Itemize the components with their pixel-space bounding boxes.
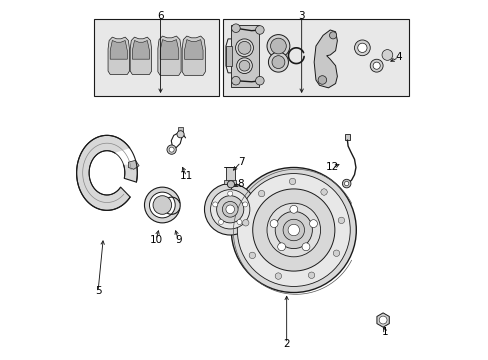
Text: 10: 10: [149, 235, 162, 245]
Circle shape: [269, 220, 278, 228]
Circle shape: [277, 243, 285, 251]
Circle shape: [153, 196, 171, 214]
FancyBboxPatch shape: [223, 19, 408, 96]
Circle shape: [317, 76, 326, 84]
Polygon shape: [132, 41, 149, 59]
Polygon shape: [116, 148, 141, 164]
Circle shape: [149, 192, 175, 218]
Circle shape: [308, 272, 314, 278]
Polygon shape: [376, 313, 388, 327]
Circle shape: [302, 243, 309, 251]
Circle shape: [235, 39, 253, 57]
Polygon shape: [184, 40, 203, 59]
Circle shape: [255, 26, 264, 34]
Circle shape: [166, 145, 176, 154]
Polygon shape: [128, 160, 139, 169]
Text: 5: 5: [95, 287, 101, 296]
Circle shape: [268, 52, 288, 72]
Circle shape: [271, 56, 285, 68]
Polygon shape: [224, 180, 235, 184]
Polygon shape: [77, 135, 137, 210]
Circle shape: [204, 184, 255, 235]
Polygon shape: [225, 167, 234, 184]
Polygon shape: [344, 134, 349, 140]
Circle shape: [144, 187, 180, 223]
Text: 6: 6: [157, 11, 163, 21]
Circle shape: [237, 220, 242, 225]
Polygon shape: [130, 37, 151, 75]
Circle shape: [381, 50, 392, 60]
Text: 1: 1: [382, 327, 388, 337]
Circle shape: [333, 250, 339, 256]
Text: 2: 2: [283, 339, 289, 348]
Polygon shape: [182, 36, 205, 75]
Circle shape: [238, 41, 250, 54]
Circle shape: [270, 38, 285, 54]
Circle shape: [225, 205, 234, 213]
Text: 7: 7: [237, 157, 244, 167]
Circle shape: [289, 205, 297, 213]
Circle shape: [231, 167, 356, 293]
Circle shape: [344, 181, 348, 186]
Circle shape: [357, 43, 366, 53]
Circle shape: [237, 174, 349, 287]
Circle shape: [309, 220, 317, 228]
Circle shape: [342, 179, 350, 188]
Circle shape: [231, 76, 240, 85]
Circle shape: [227, 191, 232, 196]
Circle shape: [210, 190, 249, 229]
Circle shape: [248, 252, 255, 258]
Circle shape: [169, 147, 174, 152]
Circle shape: [242, 220, 248, 226]
Polygon shape: [110, 41, 127, 59]
Text: 8: 8: [237, 179, 244, 189]
Polygon shape: [230, 24, 258, 87]
Text: 9: 9: [175, 235, 182, 245]
Circle shape: [275, 211, 312, 249]
Circle shape: [242, 202, 247, 207]
Polygon shape: [313, 30, 337, 88]
Text: 11: 11: [180, 171, 193, 181]
Circle shape: [216, 196, 244, 223]
Circle shape: [320, 189, 326, 195]
Text: 3: 3: [298, 11, 305, 21]
Circle shape: [227, 181, 234, 188]
Circle shape: [231, 24, 240, 32]
Text: 4: 4: [395, 53, 401, 63]
Circle shape: [283, 219, 304, 241]
Circle shape: [378, 316, 386, 324]
Circle shape: [354, 40, 369, 56]
Polygon shape: [158, 36, 181, 75]
Circle shape: [275, 273, 281, 279]
Circle shape: [252, 189, 334, 271]
FancyBboxPatch shape: [94, 19, 219, 96]
Polygon shape: [225, 46, 232, 66]
Circle shape: [266, 203, 320, 257]
Circle shape: [255, 76, 264, 85]
Circle shape: [239, 60, 249, 71]
Circle shape: [372, 62, 380, 69]
Circle shape: [222, 202, 238, 217]
Polygon shape: [160, 40, 179, 59]
Circle shape: [177, 131, 184, 138]
Polygon shape: [108, 37, 129, 75]
Circle shape: [287, 224, 299, 236]
Circle shape: [369, 59, 382, 72]
Circle shape: [338, 217, 344, 224]
Circle shape: [212, 202, 217, 207]
Circle shape: [218, 220, 223, 225]
Circle shape: [236, 58, 252, 73]
Circle shape: [266, 35, 289, 58]
Circle shape: [329, 32, 336, 39]
Circle shape: [289, 178, 295, 185]
Circle shape: [258, 190, 264, 197]
Polygon shape: [178, 127, 183, 132]
Text: 12: 12: [325, 162, 338, 172]
